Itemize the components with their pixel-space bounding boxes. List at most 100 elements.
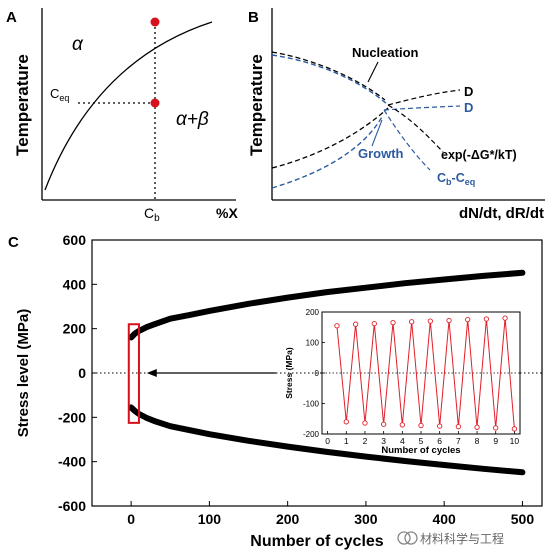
inset-y-tick-label: -200: [303, 430, 320, 439]
inset-x-tick-label: 2: [363, 436, 368, 446]
panel-b-ylabel: Temperature: [247, 54, 266, 156]
inset-x-ticks: 0 1 2 3 4 5 6 7 8 9 10: [325, 431, 519, 446]
inset-y-ticks: 200 100 0 -100 -200: [303, 308, 325, 439]
inset-data-point: [493, 425, 499, 431]
panel-c-letter: C: [8, 234, 19, 251]
panel-a-alpha-beta-label: α+β: [176, 109, 209, 130]
main-series-envelope-lower: [128, 404, 526, 476]
panel-a-marker-top: [150, 17, 160, 27]
panel-b-nucleation-pointer: [367, 61, 379, 83]
panel-a-ylabel: Temperature: [13, 54, 32, 156]
panel-b-growth-blue-curve: [271, 114, 384, 189]
panel-a-alpha-label: α: [72, 34, 84, 55]
panel-b: B Temperature Nucleation D D Growth exp(…: [247, 8, 545, 222]
inset-chart: 200 100 0 -100 -200 0 1 2 3 4 5 6 7 8 9 10 Stress (MPa…: [284, 308, 521, 456]
inset-y-tick-label: 100: [306, 339, 320, 348]
panel-b-d-black-curve: [387, 89, 461, 106]
inset-data-point: [437, 423, 443, 429]
panel-b-exp-curve: [387, 104, 444, 153]
inset-x-tick-label: 7: [456, 436, 461, 446]
inset-data-point: [343, 419, 349, 425]
inset-data-point: [362, 420, 368, 426]
panel-b-cb-ceq-label: Cb-Ceq: [437, 171, 475, 187]
panel-a-x-unit: %X: [216, 205, 238, 221]
inset-series-group: [334, 315, 518, 432]
panel-b-growth-pointer: [371, 119, 383, 147]
inset-x-tick-label: 8: [475, 436, 480, 446]
main-y-ticks: 600 400 200 0 -200 -400 -600: [58, 232, 97, 514]
inset-data-point: [334, 323, 340, 329]
inset-data-point: [399, 422, 405, 428]
panel-a-cb-label: Cb: [144, 205, 160, 224]
main-y-tick-label: 200: [63, 321, 87, 337]
watermark-logo-icon-2: [404, 531, 418, 545]
panel-a-ceq-label: Ceq: [50, 86, 69, 103]
panel-b-d-black-label: D: [464, 84, 473, 99]
panel-b-letter: B: [248, 9, 259, 26]
inset-data-point: [502, 315, 508, 321]
main-y-tick-label: 400: [63, 276, 87, 292]
inset-data-point: [390, 320, 396, 326]
main-highlight-box: [127, 323, 140, 424]
main-x-tick-label: 500: [511, 511, 535, 527]
main-x-tick-label: 300: [354, 511, 378, 527]
inset-xlabel: Number of cycles: [381, 445, 460, 456]
main-y-tick-label: -400: [58, 454, 86, 470]
inset-x-tick-label: 10: [510, 436, 520, 446]
inset-data-point: [427, 318, 433, 324]
inset-series-line: [336, 318, 515, 429]
inset-x-tick-label: 4: [400, 436, 405, 446]
inset-x-tick-label: 9: [493, 436, 498, 446]
inset-x-tick-label: 1: [344, 436, 349, 446]
inset-x-tick-label: 5: [419, 436, 424, 446]
main-x-tick-label: 400: [432, 511, 456, 527]
inset-data-point: [483, 316, 490, 322]
main-series-envelope-upper: [128, 269, 526, 341]
inset-y-tick-label: 0: [315, 369, 320, 378]
watermark-logo-icon: [397, 531, 411, 545]
inset-data-point: [352, 321, 359, 327]
watermark-text: 材料科学与工程: [420, 531, 504, 546]
inset-data-point: [380, 421, 387, 427]
inset-x-tick-label: 0: [325, 436, 330, 446]
panel-b-cb-ceq-curve: [383, 109, 431, 171]
inset-x-tick-label: 6: [437, 436, 442, 446]
inset-x-tick-label: 3: [381, 436, 386, 446]
main-y-tick-label: -600: [58, 498, 86, 514]
main-ylabel: Stress level (MPa): [15, 309, 32, 437]
main-y-tick-label: -200: [58, 409, 86, 425]
main-x-tick-label: 0: [127, 511, 135, 527]
inset-data-point: [371, 320, 377, 327]
main-y-tick-label: 600: [63, 232, 87, 248]
inset-ylabel: Stress (MPa): [284, 347, 294, 399]
main-x-tick-label: 200: [276, 511, 300, 527]
inset-data-point: [474, 424, 480, 430]
inset-y-tick-label: 200: [306, 308, 320, 317]
panel-a-letter: A: [6, 9, 17, 26]
panel-b-growth-black-curve: [271, 107, 389, 169]
panel-b-d-blue-label: D: [464, 100, 473, 115]
panel-a-marker-mid: [150, 98, 160, 108]
main-arrow-head: [146, 369, 157, 377]
inset-data-point: [511, 426, 518, 432]
panel-b-xlabel: dN/dt, dR/dt: [459, 205, 544, 222]
inset-data-point: [418, 422, 424, 429]
inset-y-tick-label: -100: [303, 400, 320, 409]
watermark: 材料科学与工程: [397, 531, 504, 546]
inset-data-point: [446, 317, 452, 324]
inset-data-point: [409, 319, 415, 325]
panel-a-solvus-curve: [44, 21, 213, 191]
main-x-ticks: 0 100 200 300 400 500: [127, 501, 534, 527]
panel-b-growth-label: Growth: [358, 146, 404, 161]
panel-b-nucleation-blue-curve: [271, 54, 389, 106]
panel-b-nucleation-black-curve: [271, 51, 386, 101]
panel-b-exp-label: exp(-ΔG*/kT): [441, 148, 517, 162]
panel-a: A Temperature α α+β Ceq Cb %X: [6, 8, 238, 224]
main-xlabel: Number of cycles: [250, 533, 383, 550]
inset-data-point: [455, 424, 462, 430]
main-x-tick-label: 100: [198, 511, 222, 527]
main-series-group: [128, 269, 526, 476]
panel-b-nucleation-label: Nucleation: [352, 45, 419, 60]
